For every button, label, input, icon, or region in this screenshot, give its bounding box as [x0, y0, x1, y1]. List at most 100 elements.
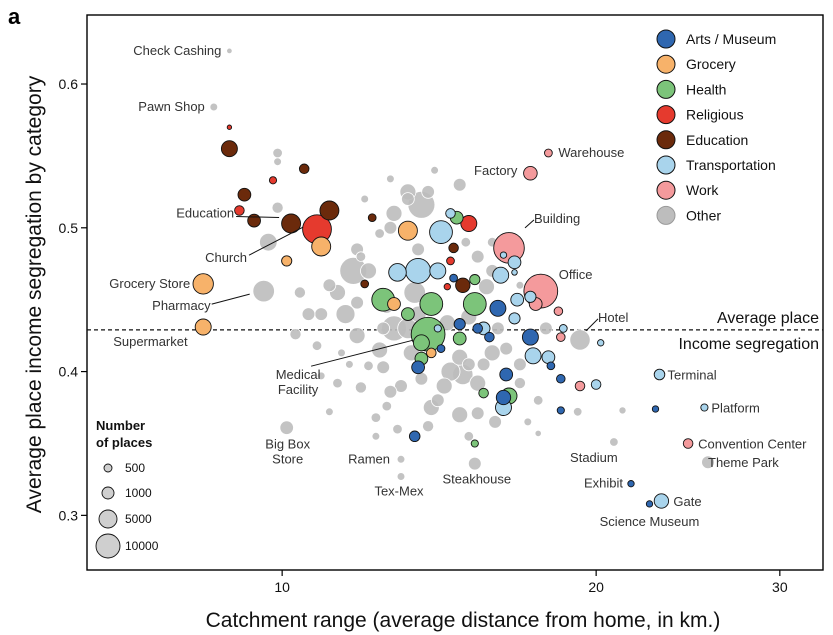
point-other — [371, 341, 389, 359]
point-other — [401, 192, 415, 206]
point-education — [247, 213, 261, 228]
point-other — [483, 344, 501, 362]
point-health — [478, 387, 489, 399]
point-other — [337, 348, 346, 358]
point-grocery — [387, 297, 401, 311]
point-other — [325, 407, 334, 417]
point-other — [360, 262, 377, 280]
label-ramen: Ramen — [348, 451, 390, 466]
legend-swatch-arts-museum — [656, 29, 676, 49]
point-health — [412, 334, 430, 352]
label-theme-park: Theme Park — [708, 455, 779, 470]
data-points — [192, 47, 715, 509]
point-other — [513, 357, 527, 372]
point-education — [367, 213, 377, 223]
point-health — [469, 274, 481, 286]
label-education: Education — [176, 206, 234, 221]
leader-hotel — [585, 318, 599, 332]
leader-medical-facility — [310, 339, 414, 367]
size-legend-title-2: of places — [96, 435, 152, 450]
point-other — [271, 201, 284, 214]
size-legend: Number of places 500 1000 5000 10000 — [95, 418, 159, 559]
point-arts-museum — [411, 360, 425, 375]
size-legend-circle-5000 — [98, 509, 118, 529]
point-transportation — [524, 290, 537, 303]
legend-swatch-religious — [656, 105, 676, 125]
point-health — [470, 439, 479, 448]
point-other — [451, 406, 469, 424]
point-grocery-store — [192, 273, 214, 295]
point-health — [462, 292, 487, 316]
point-religious — [226, 124, 233, 130]
point-other — [460, 236, 472, 248]
size-legend-label-10000: 10000 — [125, 539, 159, 553]
label-factory: Factory — [474, 163, 518, 178]
point-arts-museum — [436, 344, 446, 353]
x-tick-label: 10 — [274, 579, 290, 595]
size-legend-circle-10000 — [95, 533, 121, 559]
point-transportation — [445, 208, 456, 219]
label-science-museum: Science Museum — [600, 514, 700, 529]
point-other — [370, 412, 382, 423]
label-check-cashing: Check Cashing — [133, 43, 221, 58]
point-education — [237, 187, 252, 202]
legend-swatch-transportation — [656, 155, 676, 175]
point-other — [491, 321, 505, 336]
axes: 10 20 30 0.3 0.4 0.5 0.6 — [59, 76, 788, 595]
label-medical-facility: Medical Facility — [276, 367, 321, 397]
point-science-museum — [645, 500, 654, 508]
point-other — [314, 307, 329, 321]
point-other — [348, 327, 366, 345]
point-arts-museum — [489, 299, 507, 317]
point-transportation — [405, 257, 432, 284]
point-transportation — [507, 255, 522, 270]
legend-label-health: Health — [686, 81, 726, 97]
point-transportation — [508, 312, 521, 325]
point-other — [376, 321, 391, 336]
point-other — [322, 278, 337, 293]
point-annotations: Check Cashing Pawn Shop Warehouse Factory Ed… — [109, 43, 807, 529]
point-transportation — [492, 266, 510, 284]
point-grocery — [397, 220, 418, 241]
label-exhibit: Exhibit — [584, 476, 623, 491]
point-transportation — [541, 350, 556, 365]
y-tick-label: 0.3 — [59, 507, 79, 523]
label-office: Office — [559, 267, 593, 282]
legend-swatch-education — [656, 130, 676, 150]
point-other — [311, 340, 323, 351]
label-big-box-store: Big Box Store — [265, 437, 310, 467]
point-exhibit — [627, 480, 635, 488]
point-education — [298, 163, 310, 175]
point-gate — [653, 493, 670, 509]
point-transportation — [590, 379, 602, 390]
point-work — [553, 306, 564, 316]
y-tick-label: 0.5 — [59, 220, 79, 236]
point-transportation — [558, 324, 568, 333]
point-other — [289, 328, 302, 341]
legend-label-education: Education — [686, 132, 748, 148]
point-other — [515, 280, 525, 290]
point-big-box-store — [279, 420, 294, 435]
label-pawn-shop: Pawn Shop — [138, 99, 205, 114]
point-other — [383, 384, 398, 399]
point-other — [430, 166, 439, 175]
point-transportation — [510, 292, 525, 307]
point-theme-park — [701, 455, 715, 470]
legend-swatch-other — [656, 205, 676, 225]
legend-label-grocery: Grocery — [686, 56, 736, 72]
x-tick-label: 30 — [772, 579, 788, 595]
point-other — [618, 406, 627, 415]
point-other — [354, 381, 367, 394]
label-grocery-store: Grocery Store — [109, 276, 190, 291]
point-education — [319, 200, 340, 221]
point-transportation — [433, 324, 442, 333]
point-transportation — [597, 339, 605, 347]
label-hotel: Hotel — [598, 310, 628, 325]
point-other — [386, 174, 395, 184]
point-transportation — [388, 263, 407, 282]
x-tick-label: 20 — [588, 579, 604, 595]
point-religious — [443, 283, 451, 291]
plot-border — [86, 14, 824, 571]
point-grocery — [426, 347, 437, 359]
legend-label-work: Work — [686, 182, 719, 198]
